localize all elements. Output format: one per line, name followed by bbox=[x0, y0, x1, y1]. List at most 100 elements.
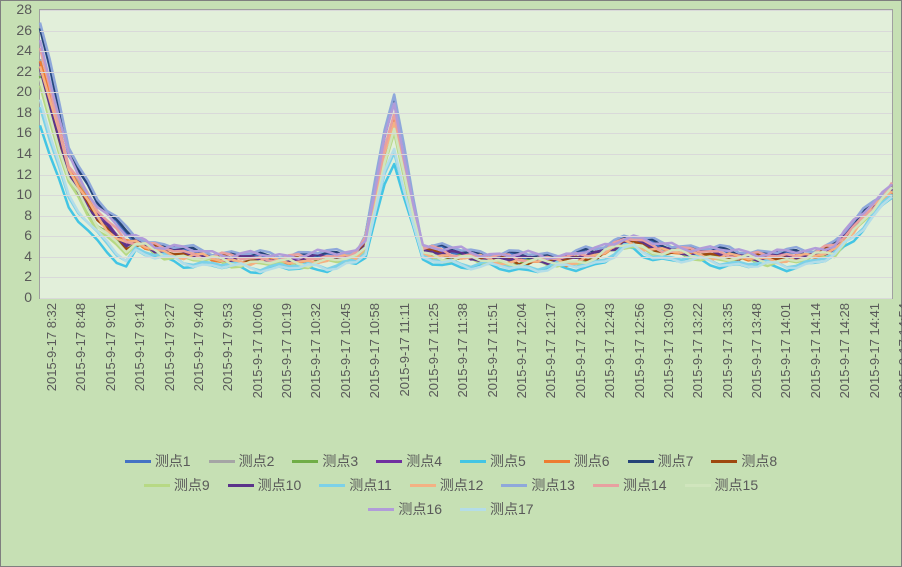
legend-item: 测点17 bbox=[460, 499, 534, 519]
gridline bbox=[40, 92, 892, 93]
x-tick-label: 2015-9-17 14:14 bbox=[808, 303, 823, 398]
legend-swatch bbox=[501, 484, 527, 487]
gridline bbox=[40, 51, 892, 52]
x-tick-label: 2015-9-17 11:11 bbox=[397, 303, 412, 396]
series-line bbox=[40, 40, 892, 259]
y-tick-label: 6 bbox=[24, 227, 32, 243]
legend-swatch bbox=[144, 484, 170, 487]
legend-label: 测点7 bbox=[658, 451, 694, 471]
legend-label: 测点10 bbox=[258, 475, 302, 495]
gridline bbox=[40, 298, 892, 299]
legend-item: 测点7 bbox=[628, 451, 694, 471]
series-line bbox=[40, 78, 892, 266]
legend-item: 测点3 bbox=[292, 451, 358, 471]
gridline bbox=[40, 216, 892, 217]
x-tick-label: 2015-9-17 13:35 bbox=[720, 303, 735, 398]
x-tick-label: 2015-9-17 8:32 bbox=[44, 303, 59, 391]
gridline bbox=[40, 113, 892, 114]
legend-swatch bbox=[376, 460, 402, 463]
y-tick-label: 28 bbox=[16, 1, 32, 17]
x-tick-label: 2015-9-17 12:43 bbox=[602, 303, 617, 398]
series-line bbox=[40, 28, 892, 260]
y-tick-label: 4 bbox=[24, 248, 32, 264]
x-tick-label: 2015-9-17 9:53 bbox=[220, 303, 235, 391]
legend-swatch bbox=[593, 484, 619, 487]
legend-swatch bbox=[460, 508, 486, 511]
legend-swatch bbox=[319, 484, 345, 487]
gridline bbox=[40, 257, 892, 258]
x-tick-label: 2015-9-17 10:32 bbox=[308, 303, 323, 398]
y-tick-label: 0 bbox=[24, 289, 32, 305]
legend-swatch bbox=[410, 484, 436, 487]
y-tick-label: 24 bbox=[16, 42, 32, 58]
y-tick-label: 14 bbox=[16, 145, 32, 161]
legend-swatch bbox=[292, 460, 318, 463]
y-tick-label: 8 bbox=[24, 207, 32, 223]
x-tick-label: 2015-9-17 10:06 bbox=[250, 303, 265, 398]
legend-item: 测点15 bbox=[685, 475, 759, 495]
x-tick-label: 2015-9-17 14:41 bbox=[867, 303, 882, 398]
y-tick-label: 26 bbox=[16, 22, 32, 38]
gridline bbox=[40, 236, 892, 237]
legend-item: 测点12 bbox=[410, 475, 484, 495]
gridline bbox=[40, 154, 892, 155]
series-line bbox=[40, 48, 892, 262]
series-line bbox=[40, 66, 892, 264]
gridline bbox=[40, 72, 892, 73]
legend-label: 测点11 bbox=[349, 475, 392, 495]
x-tick-label: 2015-9-17 10:58 bbox=[367, 303, 382, 398]
gridline bbox=[40, 277, 892, 278]
y-tick-label: 10 bbox=[16, 186, 32, 202]
legend-swatch bbox=[125, 460, 151, 463]
y-tick-label: 18 bbox=[16, 104, 32, 120]
legend-swatch bbox=[544, 460, 570, 463]
legend-item: 测点11 bbox=[319, 475, 392, 495]
legend-label: 测点15 bbox=[715, 475, 759, 495]
y-tick-label: 12 bbox=[16, 166, 32, 182]
legend-item: 测点16 bbox=[368, 499, 442, 519]
legend-item: 测点2 bbox=[209, 451, 275, 471]
x-axis: 2015-9-17 8:32 2015-9-17 8:48 2015-9-17 9:… bbox=[39, 303, 893, 443]
legend-label: 测点2 bbox=[239, 451, 275, 471]
x-tick-label: 2015-9-17 12:04 bbox=[514, 303, 529, 398]
gridline bbox=[40, 195, 892, 196]
legend-swatch bbox=[711, 460, 737, 463]
legend-item: 测点4 bbox=[376, 451, 442, 471]
plot-area bbox=[39, 9, 893, 299]
legend-label: 测点8 bbox=[741, 451, 777, 471]
gridline bbox=[40, 31, 892, 32]
x-tick-label: 2015-9-17 10:45 bbox=[338, 303, 353, 398]
chart-legend: 测点1测点2测点3测点4测点5测点6测点7测点8测点9测点10测点11测点12测… bbox=[101, 451, 801, 519]
x-tick-label: 2015-9-17 8:48 bbox=[73, 303, 88, 391]
legend-label: 测点12 bbox=[440, 475, 484, 495]
y-tick-label: 2 bbox=[24, 268, 32, 284]
legend-label: 测点6 bbox=[574, 451, 610, 471]
x-tick-label: 2015-9-17 14:28 bbox=[837, 303, 852, 398]
y-tick-label: 16 bbox=[16, 124, 32, 140]
legend-item: 测点13 bbox=[501, 475, 575, 495]
legend-item: 测点8 bbox=[711, 451, 777, 471]
x-tick-label: 2015-9-17 12:56 bbox=[632, 303, 647, 398]
x-tick-label: 2015-9-17 9:01 bbox=[103, 303, 118, 391]
series-line bbox=[40, 29, 892, 262]
x-tick-label: 2015-9-17 12:30 bbox=[573, 303, 588, 398]
legend-swatch bbox=[685, 484, 711, 487]
legend-swatch bbox=[628, 460, 654, 463]
legend-item: 测点14 bbox=[593, 475, 667, 495]
legend-swatch bbox=[228, 484, 254, 487]
gridline bbox=[40, 133, 892, 134]
series-line bbox=[40, 76, 892, 267]
x-tick-label: 2015-9-17 14:54 bbox=[896, 303, 902, 398]
x-tick-label: 2015-9-17 13:22 bbox=[690, 303, 705, 398]
legend-swatch bbox=[368, 508, 394, 511]
gridline bbox=[40, 10, 892, 11]
legend-label: 测点16 bbox=[398, 499, 442, 519]
x-tick-label: 2015-9-17 12:17 bbox=[543, 303, 558, 398]
series-line bbox=[40, 59, 892, 264]
chart-container: 0246810121416182022242628 2015-9-17 8:32… bbox=[0, 0, 902, 567]
legend-item: 测点1 bbox=[125, 451, 191, 471]
x-tick-label: 2015-9-17 13:48 bbox=[749, 303, 764, 398]
y-tick-label: 20 bbox=[16, 83, 32, 99]
series-line bbox=[40, 68, 892, 264]
x-tick-label: 2015-9-17 13:09 bbox=[661, 303, 676, 398]
